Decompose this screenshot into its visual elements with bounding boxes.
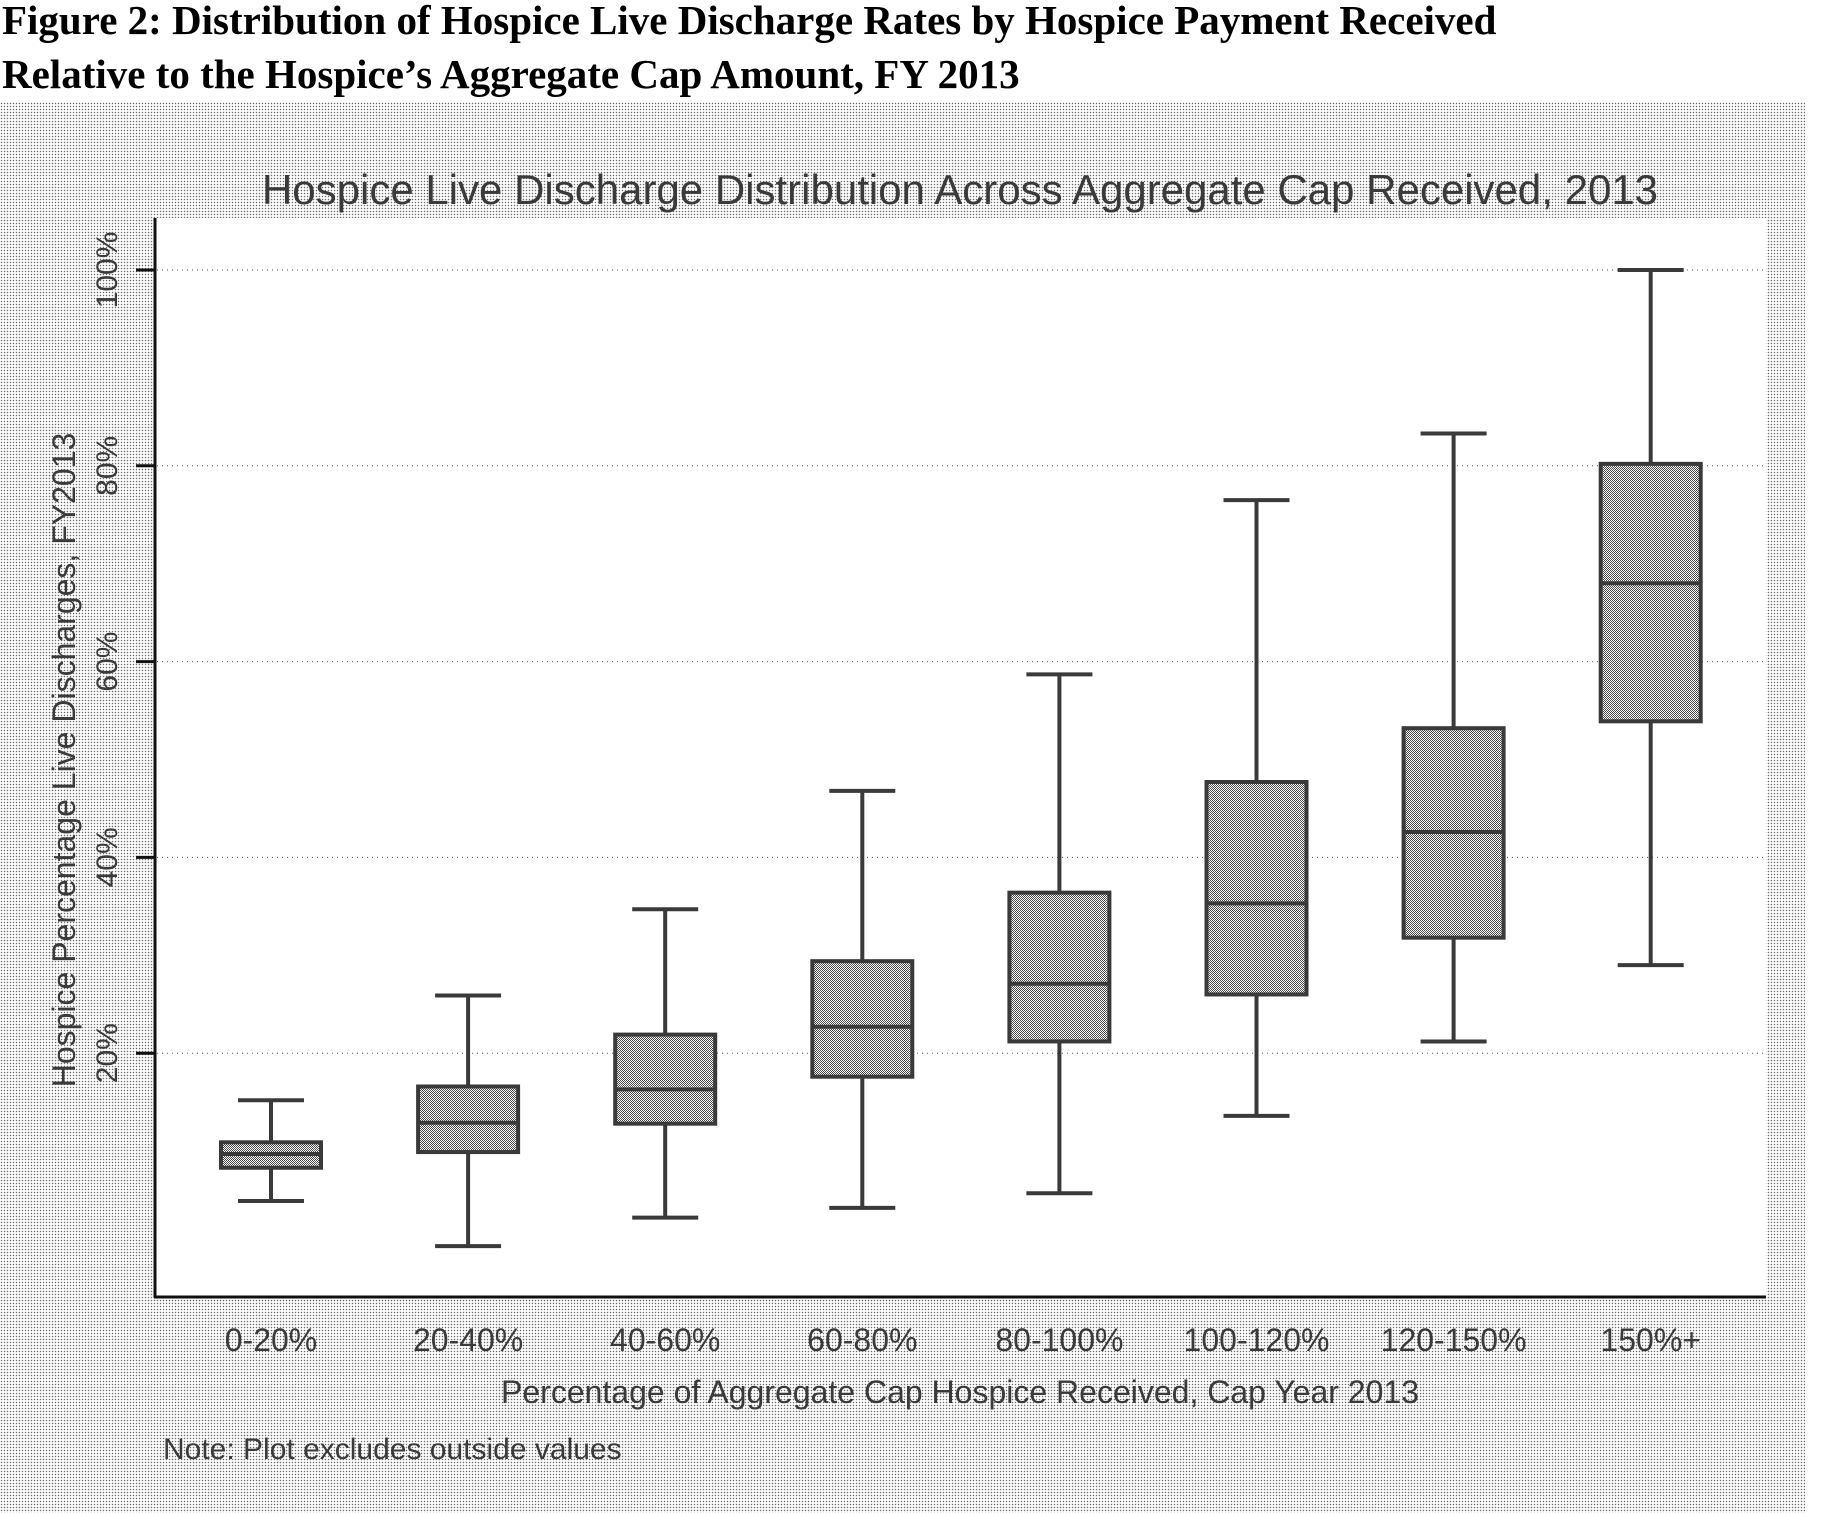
y-tick-label: 80% <box>91 436 124 496</box>
iqr-box <box>613 1032 718 1126</box>
x-tick-label: 80-100% <box>995 1322 1123 1358</box>
box-20-40% <box>416 993 521 1249</box>
box-80-100% <box>1007 672 1112 1196</box>
box-100-120% <box>1204 498 1309 1118</box>
box-150%+ <box>1598 268 1703 968</box>
chart-note: Note: Plot excludes outside values <box>163 1433 622 1466</box>
chart-title: Hospice Live Discharge Distribution Acro… <box>262 166 1658 213</box>
y-tick-label: 60% <box>91 632 124 692</box>
x-tick-label: 60-80% <box>807 1322 917 1358</box>
y-axis-ticks: 20% 40% 60% 80% 100% <box>91 232 155 1083</box>
y-tick-label: 20% <box>91 1023 124 1083</box>
y-tick-label: 100% <box>91 232 124 309</box>
x-axis-label: Percentage of Aggregate Cap Hospice Rece… <box>501 1374 1419 1410</box>
y-tick-label: 40% <box>91 827 124 887</box>
y-axis-label: Hospice Percentage Live Discharges, FY20… <box>46 433 82 1088</box>
x-tick-label: 100-120% <box>1184 1322 1330 1358</box>
x-tick-label: 40-60% <box>610 1322 720 1358</box>
x-axis-tick-labels: 0-20% 20-40% 40-60% 60-80% 80-100% 100-120% 12… <box>225 1322 1701 1358</box>
box-40-60% <box>613 907 718 1220</box>
plot-area <box>155 218 1766 1297</box>
iqr-box <box>1598 461 1703 724</box>
box-0-20% <box>219 1098 323 1204</box>
figure-caption-line-1: Figure 2: Distribution of Hospice Live D… <box>2 0 1497 43</box>
figure-caption-line-2: Relative to the Hospice’s Aggregate Cap … <box>2 51 1020 97</box>
iqr-box <box>1007 890 1112 1044</box>
box-60-80% <box>810 788 915 1210</box>
iqr-box <box>810 959 915 1079</box>
iqr-box <box>416 1084 521 1155</box>
boxes <box>219 268 1703 1249</box>
figure-caption: Figure 2: Distribution of Hospice Live D… <box>0 0 1822 102</box>
x-tick-label: 0-20% <box>225 1322 318 1358</box>
x-tick-label: 120-150% <box>1381 1322 1527 1358</box>
x-tick-label: 150%+ <box>1600 1322 1701 1358</box>
x-tick-label: 20-40% <box>413 1322 523 1358</box>
iqr-box <box>1204 780 1309 997</box>
box-120-150% <box>1401 431 1506 1044</box>
